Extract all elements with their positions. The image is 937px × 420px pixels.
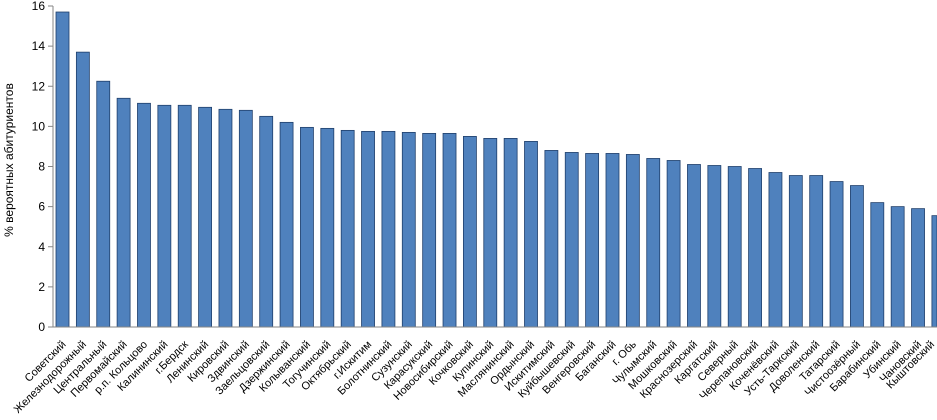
bar (666, 160, 681, 328)
bar (911, 208, 925, 328)
bar (829, 181, 844, 328)
bar (422, 132, 437, 328)
bar (320, 127, 335, 328)
bar (870, 202, 885, 328)
y-tick-label: 0 (38, 320, 45, 334)
bar (788, 175, 803, 328)
y-tick-label: 14 (32, 39, 46, 53)
bar (279, 121, 294, 328)
bar (646, 158, 661, 328)
bar (157, 104, 172, 328)
bar (890, 206, 905, 328)
bar (850, 185, 864, 328)
bar (462, 136, 477, 328)
bar (381, 130, 396, 328)
y-tick-label: 6 (38, 200, 45, 214)
bar (75, 51, 90, 328)
bar (300, 126, 314, 328)
bar (259, 115, 274, 328)
bar (605, 153, 620, 328)
bar (238, 109, 253, 328)
bar (137, 102, 151, 328)
bar (55, 11, 70, 328)
bar (361, 130, 375, 328)
bar (340, 129, 355, 328)
x-axis-labels: СоветскийЖелезнодорожныйЦентральныйПерво… (12, 338, 937, 415)
bar (564, 152, 579, 328)
y-axis-ticks: 0 2 4 6 8 10 12 14 16 (32, 0, 53, 334)
bar (707, 165, 722, 328)
y-tick-label: 16 (32, 0, 46, 13)
bar (96, 80, 111, 328)
y-axis-title: % вероятных абитуриентов (2, 83, 16, 237)
y-tick-label: 8 (38, 160, 45, 174)
bar (177, 104, 192, 328)
bar (116, 97, 131, 328)
bars (55, 11, 937, 328)
bar (585, 153, 600, 328)
y-tick-label: 10 (32, 119, 46, 133)
bar (503, 138, 518, 328)
bar (768, 172, 783, 328)
y-tick-label: 2 (38, 280, 45, 294)
bar (198, 106, 212, 328)
bar (442, 132, 457, 328)
bar (218, 108, 233, 328)
bar (544, 150, 559, 328)
bar (401, 131, 416, 328)
bar (931, 215, 937, 328)
bar (524, 141, 538, 328)
bar (809, 175, 824, 328)
bar (625, 154, 640, 328)
y-tick-label: 4 (38, 240, 45, 254)
bar (727, 166, 742, 328)
y-axis-title-group: % вероятных абитуриентов (2, 83, 16, 237)
bar (687, 164, 701, 328)
bar (748, 168, 762, 328)
bar (483, 138, 498, 328)
y-tick-label: 12 (32, 79, 46, 93)
